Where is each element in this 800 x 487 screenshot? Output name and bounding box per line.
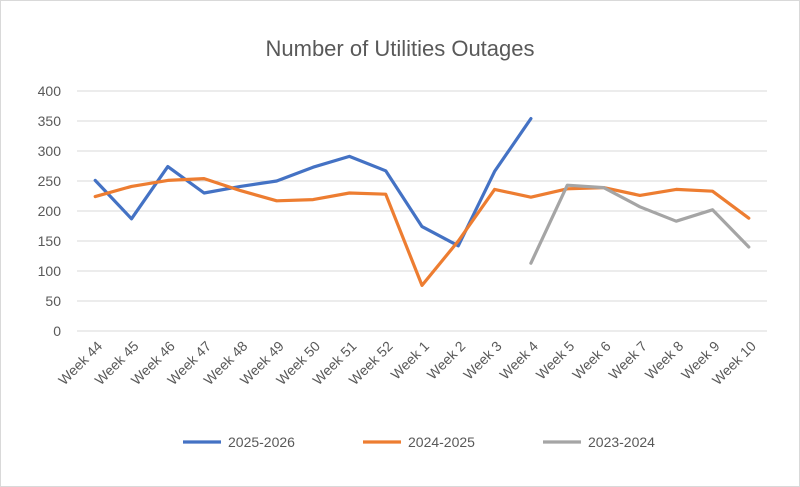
legend-label: 2025-2026: [228, 434, 295, 450]
x-tick-label: Week 3: [460, 338, 505, 383]
y-tick-label: 100: [38, 263, 62, 279]
y-tick-label: 0: [53, 323, 61, 339]
x-tick-label: Week 6: [569, 338, 614, 383]
legend-label: 2023-2024: [588, 434, 655, 450]
x-tick-label: Week 8: [642, 338, 687, 383]
series-line-2024-2025: [93, 177, 751, 287]
y-tick-label: 400: [38, 83, 62, 99]
x-tick-label: Week 5: [533, 338, 578, 383]
x-tick-label: Week 2: [424, 338, 469, 383]
x-tick-label: Week 4: [496, 338, 541, 383]
x-tick-label: Week 1: [387, 338, 432, 383]
y-tick-label: 200: [38, 203, 62, 219]
x-tick-label: Week 7: [605, 338, 650, 383]
y-tick-label: 150: [38, 233, 62, 249]
legend-label: 2024-2025: [408, 434, 475, 450]
y-tick-label: 50: [45, 293, 61, 309]
y-tick-label: 350: [38, 113, 62, 129]
y-tick-label: 300: [38, 143, 62, 159]
chart-title: Number of Utilities Outages: [266, 36, 535, 61]
y-tick-label: 250: [38, 173, 62, 189]
